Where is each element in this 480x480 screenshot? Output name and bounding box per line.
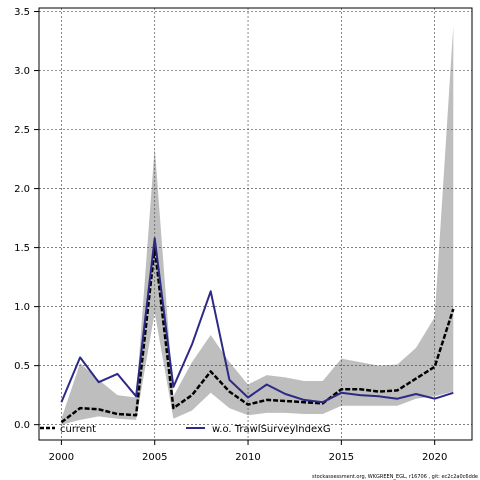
y-tick-label: 2.5 — [14, 125, 30, 136]
legend-label-current: current — [60, 424, 96, 435]
y-tick-label: 1.5 — [14, 243, 30, 254]
axes: 2000 2005 2010 2015 2020 0.0 0.5 1.0 1.5 2.0 2.5 3.… — [14, 7, 473, 463]
x-tick-label: 2005 — [142, 452, 167, 463]
y-tick-label: 0.5 — [14, 361, 30, 372]
y-tick-label: 2.0 — [14, 184, 30, 195]
x-tick-label: 2020 — [422, 452, 447, 463]
plot-area — [39, 8, 472, 440]
y-tick-label: 0.0 — [14, 420, 30, 431]
y-tick-label: 1.0 — [14, 302, 30, 313]
legend-label-wo-trawl: w.o. TrawlSurveyIndexG — [212, 424, 331, 435]
series-line-current — [60, 246, 455, 424]
x-tick-label: 2000 — [49, 452, 74, 463]
x-tick-label: 2010 — [235, 452, 260, 463]
y-tick-label: 3.5 — [14, 7, 30, 18]
confidence-band — [61, 25, 454, 425]
legend: current w.o. TrawlSurveyIndexG — [40, 424, 331, 435]
series-line-wo-trawl — [60, 237, 454, 404]
x-tick-label: 2015 — [329, 452, 354, 463]
plot-frame — [38, 7, 473, 441]
footer-note: stockassessment.org, WKGREEN_EGL, r16706… — [312, 474, 478, 480]
y-tick-label: 3.0 — [14, 66, 30, 77]
